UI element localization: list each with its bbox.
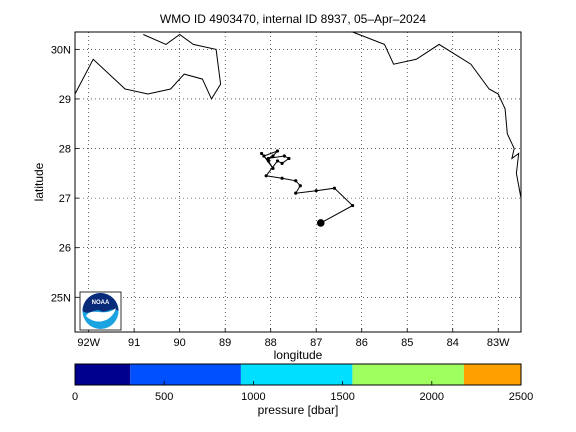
- colorbar-tick-label: 0: [72, 391, 78, 403]
- x-axis-label: longitude: [274, 348, 323, 362]
- longitude-ticks: 92W 91 90 89 88 87 86 85 84 83W: [77, 328, 510, 349]
- coastline: [74, 31, 522, 199]
- profile-position-marker: [271, 166, 275, 170]
- float-trajectory: [259, 149, 355, 227]
- colorbar-segments: [75, 364, 521, 385]
- noaa-logo-text: NOAA: [92, 300, 110, 306]
- x-tick-label: 87: [310, 337, 322, 349]
- latitude-ticks: 25N 26 27 28 29 30N: [51, 44, 79, 304]
- map-frame: [74, 31, 522, 333]
- profile-position-marker: [298, 184, 302, 188]
- profile-position-marker: [271, 154, 275, 158]
- profile-position-marker: [266, 159, 271, 163]
- x-tick-label: 84: [447, 337, 459, 349]
- y-tick-label: 26: [59, 243, 71, 255]
- profile-position-marker: [264, 174, 268, 178]
- profile-position-marker: [275, 149, 280, 153]
- y-tick-label: 30N: [51, 44, 71, 56]
- profile-position-marker: [314, 189, 318, 193]
- noaa-logo-sky: [82, 293, 119, 313]
- noaa-logo-wave: [86, 308, 116, 322]
- y-tick-label: 25N: [51, 292, 71, 304]
- colorbar-tick-label: 2500: [509, 391, 533, 403]
- x-tick-label: 92W: [77, 337, 100, 349]
- colorbar-tick-label: 1000: [241, 391, 265, 403]
- colorbar-tick-label: 1500: [330, 391, 354, 403]
- profile-position-marker: [275, 159, 280, 163]
- pressure-colorbar: 0 500 1000 1500 2000 2500 pressure [dbar]: [72, 363, 533, 417]
- latest-position-marker: [316, 219, 325, 227]
- colorbar-ticks: 0 500 1000 1500 2000 2500: [72, 381, 533, 403]
- profile-position-marker: [294, 191, 298, 195]
- x-tick-label: 86: [356, 337, 368, 349]
- y-tick-label: 27: [59, 193, 71, 205]
- x-tick-label: 89: [219, 337, 231, 349]
- profile-position-marker: [282, 154, 286, 158]
- colorbar-tick-label: 2000: [420, 391, 444, 403]
- profile-position-marker: [351, 203, 355, 208]
- y-tick-label: 28: [59, 144, 71, 156]
- map-axes: 92W 91 90 89 88 87 86 85 84 83W 25N 26 27 28 29 30N NO…: [51, 31, 522, 349]
- x-tick-label: 83W: [487, 337, 510, 349]
- y-axis-label: latitude: [32, 162, 46, 201]
- figure-title: WMO ID 4903470, internal ID 8937, 05–Apr…: [160, 12, 426, 26]
- x-tick-label: 90: [174, 337, 186, 349]
- profile-position-marker: [266, 156, 271, 161]
- coastline-segment: [352, 31, 522, 199]
- y-tick-label: 29: [59, 94, 71, 106]
- coastline-segment: [74, 33, 222, 100]
- profile-position-marker: [287, 156, 291, 161]
- colorbar-label: pressure [dbar]: [258, 403, 339, 417]
- profile-position-marker: [332, 186, 337, 190]
- colorbar-tick-label: 500: [155, 391, 173, 403]
- x-tick-label: 91: [128, 337, 140, 349]
- profile-position-marker: [280, 176, 284, 180]
- colorbar-segment: [130, 364, 241, 385]
- colorbar-segment: [463, 364, 521, 385]
- colorbar-segment: [75, 364, 131, 385]
- profile-position-marker: [262, 154, 266, 158]
- colorbar-segment: [240, 364, 353, 385]
- noaa-logo: NOAA: [79, 291, 122, 331]
- x-tick-label: 88: [265, 337, 277, 349]
- profile-position-marker: [294, 179, 298, 183]
- colorbar-segment: [352, 364, 464, 385]
- x-tick-label: 85: [401, 337, 413, 349]
- colorbar-frame: [74, 363, 522, 386]
- profile-position-marker: [259, 151, 264, 156]
- map-plot-area: [75, 32, 521, 332]
- trajectory-line: [261, 150, 354, 224]
- profile-position-marker: [280, 161, 284, 166]
